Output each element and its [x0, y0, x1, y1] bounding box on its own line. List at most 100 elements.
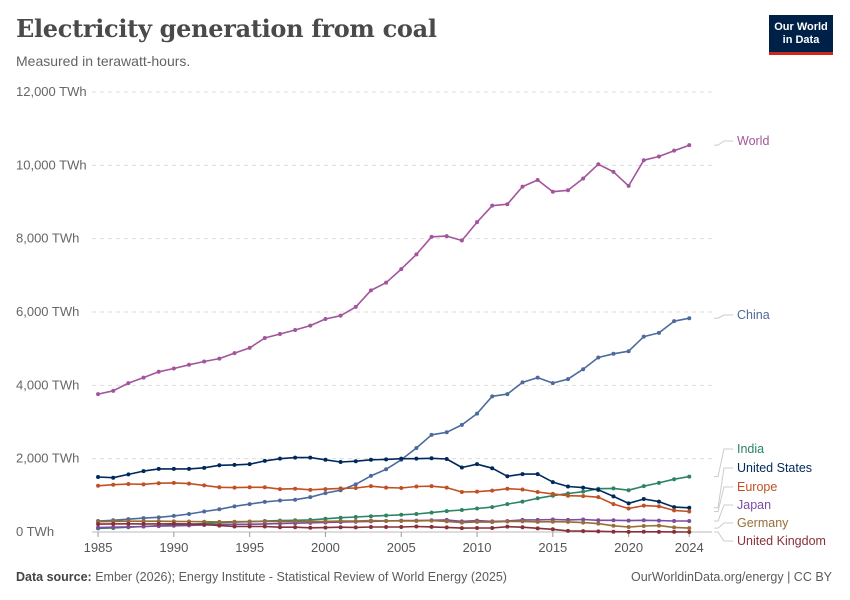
data-point-united-states	[505, 474, 510, 479]
data-point-germany	[535, 519, 540, 524]
data-point-germany	[141, 519, 146, 524]
data-point-china	[565, 377, 570, 382]
data-point-europe	[202, 483, 207, 488]
data-point-china	[520, 380, 525, 385]
x-tick-label: 1990	[159, 540, 188, 555]
data-point-germany	[641, 523, 646, 528]
data-point-world	[338, 313, 343, 318]
data-point-united-kingdom	[202, 522, 207, 527]
data-point-india	[687, 474, 692, 479]
data-point-germany	[156, 519, 161, 524]
data-point-europe	[247, 485, 252, 490]
y-tick-label: 4,000 TWh	[16, 377, 79, 392]
series-line-germany	[98, 519, 690, 529]
data-point-china	[217, 507, 222, 512]
logo-line-2: in Data	[782, 33, 820, 46]
data-point-europe	[490, 488, 495, 493]
data-point-india	[399, 512, 404, 517]
series-line-united-states	[98, 456, 690, 509]
data-point-china	[641, 334, 646, 339]
series-label-japan: Japan	[737, 498, 771, 512]
data-point-germany	[656, 523, 661, 528]
data-point-europe	[459, 490, 464, 495]
data-point-united-states	[399, 456, 404, 461]
x-tick-label: 2024	[675, 540, 704, 555]
data-point-japan	[596, 518, 601, 523]
data-point-china	[626, 349, 631, 354]
data-point-world	[232, 351, 237, 356]
data-point-germany	[550, 519, 555, 524]
series-label-europe: Europe	[737, 480, 777, 494]
data-point-europe	[156, 481, 161, 486]
data-point-india	[338, 515, 343, 520]
data-point-europe	[550, 491, 555, 496]
data-point-united-kingdom	[475, 525, 480, 530]
label-connector-china	[714, 314, 733, 319]
data-point-china	[141, 516, 146, 521]
data-point-united-kingdom	[535, 526, 540, 531]
data-point-india	[656, 480, 661, 485]
x-tick-label: 2000	[311, 540, 340, 555]
data-point-china	[596, 355, 601, 360]
data-point-europe	[505, 486, 510, 491]
data-point-china	[368, 473, 373, 478]
data-point-world	[550, 189, 555, 194]
data-point-china	[293, 497, 298, 502]
y-tick-label: 0 TWh	[16, 524, 54, 539]
data-point-world	[626, 183, 631, 188]
owid-logo[interactable]: Our World in Data	[769, 15, 833, 55]
data-point-china	[308, 495, 313, 500]
data-point-japan	[111, 525, 116, 530]
data-point-china	[687, 316, 692, 321]
data-point-japan	[626, 518, 631, 523]
x-tick-label: 1985	[84, 540, 113, 555]
data-point-germany	[232, 519, 237, 524]
data-point-united-kingdom	[687, 529, 692, 534]
data-point-germany	[247, 519, 252, 524]
y-tick-label: 6,000 TWh	[16, 304, 79, 319]
data-point-united-states	[353, 459, 358, 464]
x-tick-label: 1995	[235, 540, 264, 555]
data-point-united-states	[596, 487, 601, 492]
data-point-united-states	[156, 466, 161, 471]
x-tick-label: 2020	[614, 540, 643, 555]
data-source-text[interactable]: Ember (2026); Energy Institute - Statist…	[95, 570, 507, 584]
series-label-united-states: United States	[737, 461, 812, 475]
data-point-china	[277, 498, 282, 503]
data-point-europe	[217, 485, 222, 490]
data-point-germany	[490, 520, 495, 525]
data-point-world	[490, 203, 495, 208]
data-point-world	[656, 154, 661, 159]
data-point-united-states	[338, 459, 343, 464]
data-point-united-kingdom	[232, 524, 237, 529]
data-point-united-states	[475, 462, 480, 467]
data-point-united-states	[459, 465, 464, 470]
data-point-india	[672, 477, 677, 482]
chart-subtitle: Measured in terawatt-hours.	[16, 53, 191, 69]
data-point-world	[520, 184, 525, 189]
data-point-united-states	[626, 501, 631, 506]
data-point-united-states	[141, 469, 146, 474]
data-point-germany	[520, 519, 525, 524]
data-point-united-states	[429, 456, 434, 461]
data-point-japan	[96, 525, 101, 530]
data-point-world	[368, 288, 373, 293]
data-point-world	[444, 234, 449, 239]
data-point-world	[611, 169, 616, 174]
data-point-india	[520, 499, 525, 504]
data-point-united-kingdom	[596, 529, 601, 534]
license-link[interactable]: OurWorldinData.org/energy | CC BY	[630, 570, 832, 584]
data-point-united-kingdom	[611, 529, 616, 534]
y-tick-label: 2,000 TWh	[16, 451, 79, 466]
data-point-china	[429, 432, 434, 437]
data-point-world	[217, 356, 222, 361]
data-point-united-states	[490, 466, 495, 471]
data-point-united-states	[247, 462, 252, 467]
data-point-europe	[520, 487, 525, 492]
data-point-united-kingdom	[126, 521, 131, 526]
data-point-europe	[323, 487, 328, 492]
data-point-china	[550, 381, 555, 386]
data-source: Data source: Ember (2026); Energy Instit…	[16, 570, 507, 584]
data-point-united-states	[368, 457, 373, 462]
chart-title: Electricity generation from coal	[16, 14, 437, 43]
